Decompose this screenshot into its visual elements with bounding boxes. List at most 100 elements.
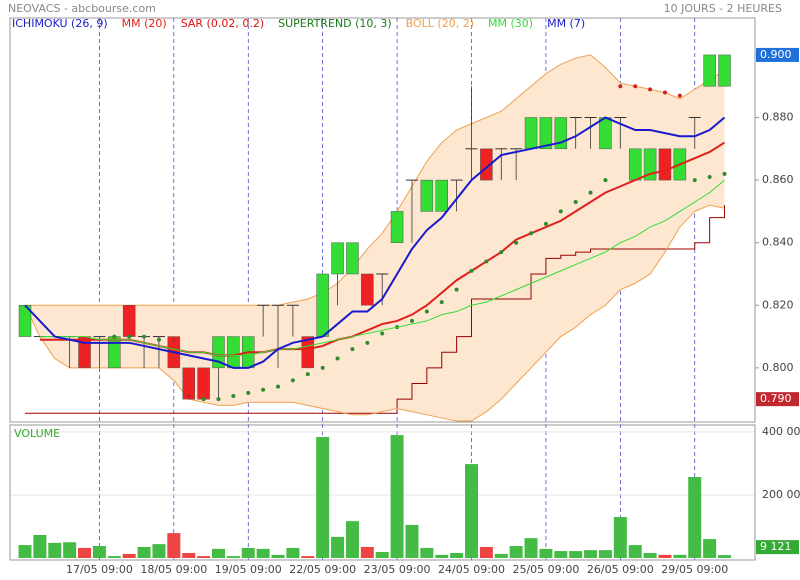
y-tick-label: 0.820	[762, 298, 794, 311]
candle-body	[599, 117, 612, 150]
volume-bar	[375, 552, 389, 558]
sar-dot	[529, 231, 534, 236]
volume-bar	[613, 517, 627, 558]
candle-body	[346, 242, 359, 275]
legend-entry: ICHIMOKU (26, 9)	[12, 17, 108, 30]
sar-dot	[290, 378, 295, 383]
legend-entry: SAR (0.02, 0.2)	[181, 17, 264, 30]
volume-title: VOLUME	[14, 427, 60, 440]
volume-bar	[345, 521, 359, 558]
sar-dot	[186, 394, 191, 399]
volume-bar	[331, 536, 345, 558]
sar-dot	[216, 397, 221, 402]
price-tag-label: 0.790	[760, 392, 792, 405]
volume-bar	[182, 552, 196, 558]
volume-bar	[360, 546, 374, 558]
sar-dot	[335, 356, 340, 361]
volume-bar	[137, 546, 151, 558]
sar-dot	[588, 190, 593, 195]
volume-bar	[152, 544, 166, 558]
x-tick-label: 18/05 09:00	[140, 563, 207, 576]
volume-bar	[450, 552, 464, 558]
candle-body	[316, 273, 329, 337]
legend-entry: MM (20)	[122, 17, 167, 30]
sar-dot	[276, 384, 281, 389]
volume-tag	[756, 540, 799, 555]
y-tick-label: 0.880	[762, 111, 794, 124]
sar-dot	[514, 240, 519, 245]
plot-layer	[18, 54, 732, 558]
volume-bar	[122, 553, 136, 558]
ma-line	[24, 116, 726, 369]
volume-bar	[107, 556, 121, 558]
sar-dot	[692, 178, 697, 183]
sar-dot	[558, 209, 563, 214]
volume-bar	[465, 464, 478, 558]
sar-dot	[350, 347, 355, 352]
sar-dot	[171, 337, 176, 342]
y-tick-label: 400 000	[762, 425, 800, 438]
sar-dot	[484, 259, 489, 264]
x-tick-label: 24/05 09:00	[438, 563, 505, 576]
candle-body	[658, 148, 672, 181]
volume-bar	[435, 554, 449, 558]
candle-body	[197, 367, 210, 400]
volume-bar	[197, 556, 211, 558]
sar-dot	[156, 337, 161, 342]
price-tag-label: 0.900	[760, 48, 792, 61]
x-tick-label: 19/05 09:00	[215, 563, 282, 576]
volume-bar	[569, 551, 583, 558]
legend-entry: BOLL (20, 2)	[406, 17, 474, 30]
candle-body	[108, 336, 121, 369]
candle-body	[227, 336, 240, 369]
sar-dot	[380, 331, 385, 336]
volume-bar	[673, 554, 687, 558]
legend-entry: MM (7)	[547, 17, 585, 30]
volume-bar	[718, 555, 732, 558]
header-left: NEOVACS - abcbourse.com	[8, 2, 156, 15]
volume-bar	[226, 556, 240, 558]
sar-dot	[142, 334, 147, 339]
volume-bar	[524, 538, 538, 558]
band-line	[24, 204, 725, 422]
sar-dot	[127, 334, 132, 339]
volume-bar	[63, 542, 77, 558]
candle-body	[122, 305, 136, 337]
sar-dot	[662, 90, 667, 95]
volume-bar	[33, 534, 47, 558]
sar-dot	[439, 300, 444, 305]
volume-bar	[241, 547, 255, 558]
volume-bar	[584, 550, 598, 558]
candle-body	[182, 367, 195, 400]
candle-body	[361, 273, 374, 306]
volume-bar	[703, 539, 717, 558]
sar-dot	[648, 87, 653, 92]
sar-dot	[618, 84, 623, 89]
y-tick-label: 0.860	[762, 173, 794, 186]
volume-tag-label: 9 121	[760, 540, 792, 553]
volume-bar	[271, 554, 285, 558]
sar-dot	[722, 171, 727, 176]
y-tick-label: 0.800	[762, 361, 794, 374]
volume-bar	[18, 545, 32, 558]
volume-bar	[167, 533, 181, 558]
sar-dot	[231, 394, 236, 399]
x-tick-label: 29/05 09:00	[661, 563, 728, 576]
x-tick-label: 22/05 09:00	[289, 563, 356, 576]
sar-dot	[677, 93, 682, 98]
volume-bar	[688, 477, 702, 558]
volume-bar	[628, 545, 642, 558]
price-frame	[9, 17, 756, 423]
volume-bar	[494, 553, 508, 558]
candle-body	[331, 242, 344, 275]
candle-body	[524, 117, 538, 150]
candle-body	[628, 148, 642, 181]
volume-bar	[286, 547, 300, 558]
sar-dot	[707, 174, 712, 179]
sar-dot	[633, 84, 638, 89]
sar-dot	[112, 334, 117, 339]
volume-bar	[256, 548, 270, 558]
y-tick-label: 0.840	[762, 236, 794, 249]
sar-dot	[469, 268, 474, 273]
